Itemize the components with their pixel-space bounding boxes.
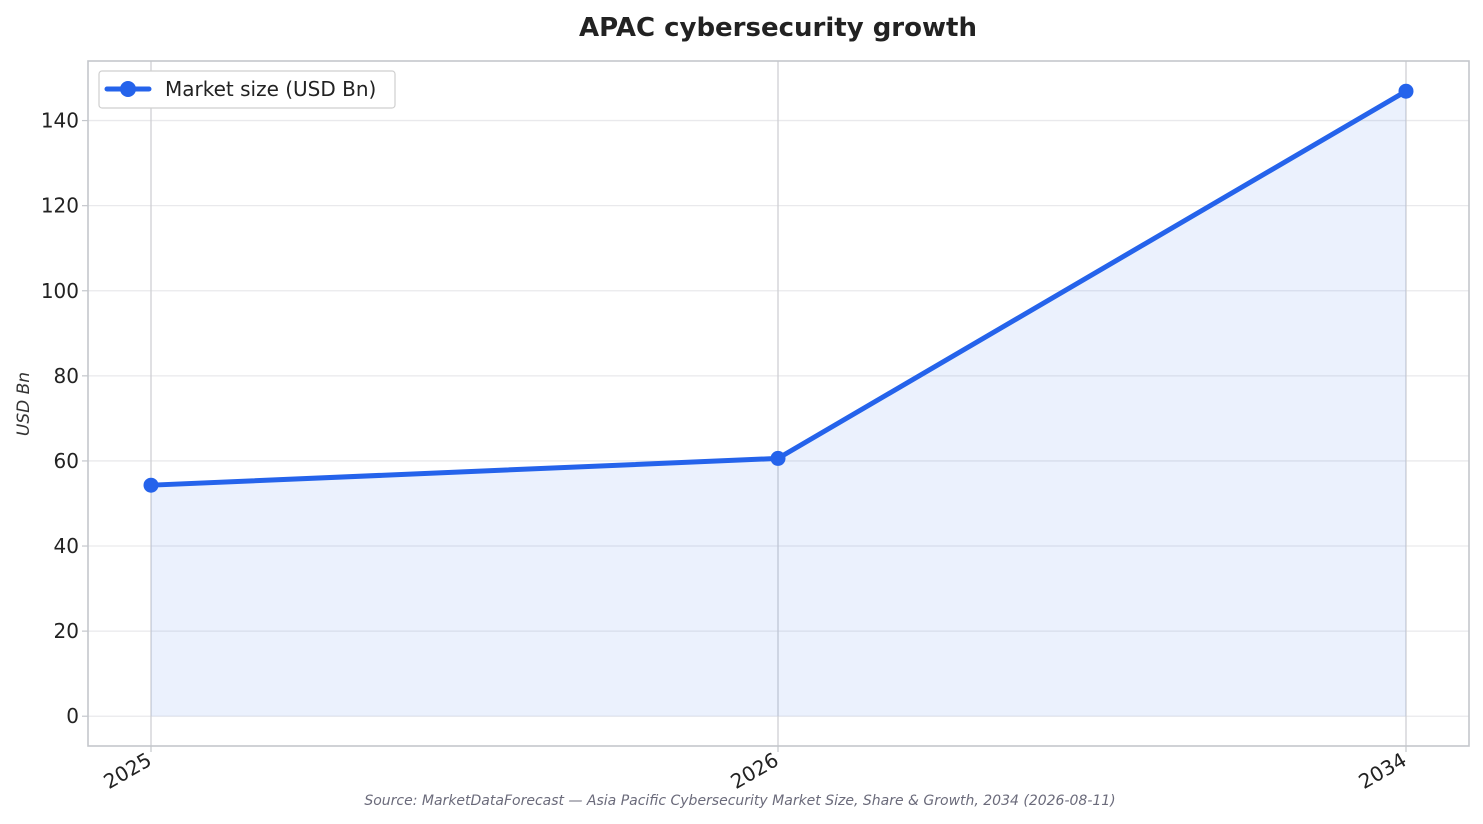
x-axis-ticks: 2025 2026 2034 (99, 746, 1411, 794)
x-tick-label: 2034 (1354, 748, 1410, 794)
y-tick-label: 60 (54, 449, 79, 473)
y-tick-label: 120 (41, 194, 79, 218)
y-tick-label: 100 (41, 279, 79, 303)
y-tick-label: 20 (54, 619, 79, 643)
y-tick-label: 0 (66, 704, 79, 728)
series-area-fill (151, 91, 1406, 717)
area-layer (151, 91, 1406, 717)
legend-label: Market size (USD Bn) (165, 77, 376, 101)
data-point (1398, 83, 1414, 99)
data-point (770, 450, 786, 466)
grid-layer (88, 61, 1469, 746)
point-layer (143, 83, 1414, 493)
x-tick-label: 2025 (99, 748, 155, 794)
legend-marker-swatch (120, 81, 136, 97)
y-axis-label: USD Bn (14, 372, 34, 436)
y-axis-ticks: 0 20 40 60 80 100 120 140 (41, 109, 88, 728)
x-tick-label: 2026 (726, 748, 782, 794)
source-note: Source: MarketDataForecast — Asia Pacifi… (364, 793, 1115, 809)
chart-title: APAC cybersecurity growth (579, 13, 977, 43)
y-tick-label: 80 (54, 364, 79, 388)
data-point (143, 477, 159, 493)
y-tick-label: 40 (54, 534, 79, 558)
y-tick-label: 140 (41, 109, 79, 133)
legend: Market size (USD Bn) (98, 70, 396, 109)
legend-box (98, 70, 396, 109)
